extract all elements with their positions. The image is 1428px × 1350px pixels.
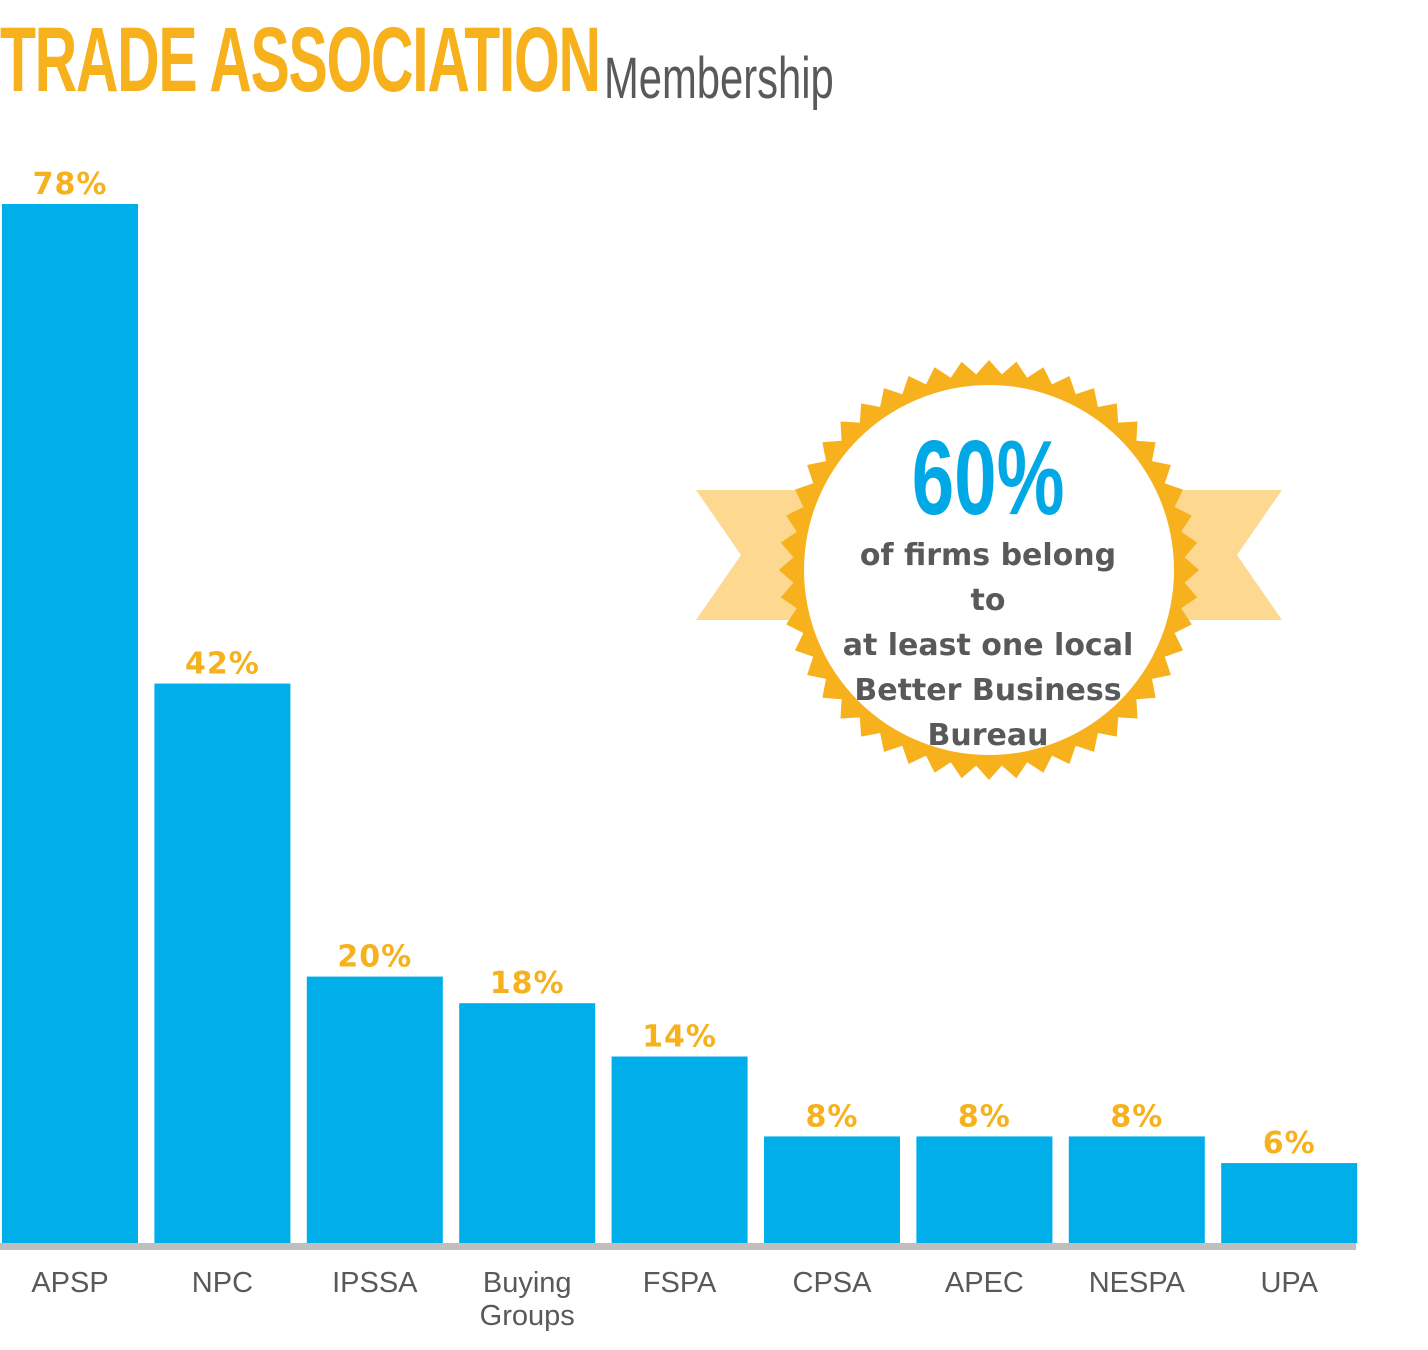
x-tick-label: APEC: [945, 1267, 1024, 1299]
data-label: 42%: [185, 647, 260, 682]
bar: [306, 976, 443, 1243]
bar: [2, 204, 138, 1243]
bar: [916, 1136, 1053, 1243]
bar: [459, 1003, 596, 1243]
title-main: TRADE ASSOCIATION: [0, 9, 601, 111]
data-label: 18%: [490, 966, 565, 1001]
badge-caption-line: of firms belong to: [859, 538, 1117, 618]
x-tick-label: FSPA: [643, 1267, 717, 1299]
x-tick-label: CPSA: [793, 1267, 873, 1299]
bar: [1221, 1163, 1358, 1243]
x-tick-label: NESPA: [1089, 1267, 1186, 1299]
ribbon-left: [696, 490, 806, 620]
badge-value: 60%: [911, 419, 1065, 537]
data-label: 8%: [806, 1099, 859, 1134]
bar: [764, 1136, 900, 1243]
title-sub: Membership: [604, 46, 834, 111]
x-tick-label: APSP: [31, 1267, 108, 1299]
x-tick-label: Buying: [483, 1267, 572, 1299]
x-tick-label: IPSSA: [332, 1267, 418, 1299]
data-label: 78%: [33, 167, 108, 202]
data-label: 6%: [1263, 1126, 1316, 1161]
data-label: 8%: [958, 1099, 1011, 1134]
badge-caption: of firms belong to at least one local Be…: [838, 533, 1138, 758]
bar: [611, 1056, 748, 1243]
seal-center: [804, 385, 1174, 755]
badge-caption-line: Bureau: [927, 718, 1049, 753]
badge-caption-line: Better Business: [854, 673, 1122, 708]
x-axis-line: [0, 1243, 1356, 1250]
x-tick-label: UPA: [1260, 1267, 1318, 1299]
ribbon-right: [1172, 490, 1282, 620]
bar: [1068, 1136, 1205, 1243]
chart-title: TRADE ASSOCIATION: [0, 14, 937, 106]
x-tick-label: Groups: [480, 1300, 575, 1332]
badge-text: 60% of firms belong to at least one loca…: [838, 425, 1138, 758]
data-label: 14%: [642, 1020, 717, 1055]
data-label: 8%: [1110, 1099, 1163, 1134]
x-tick-label: NPC: [192, 1267, 253, 1299]
badge-caption-line: at least one local: [842, 628, 1134, 663]
data-label: 20%: [337, 940, 412, 975]
badge-graphic: [696, 360, 1282, 780]
bar: [154, 683, 291, 1243]
